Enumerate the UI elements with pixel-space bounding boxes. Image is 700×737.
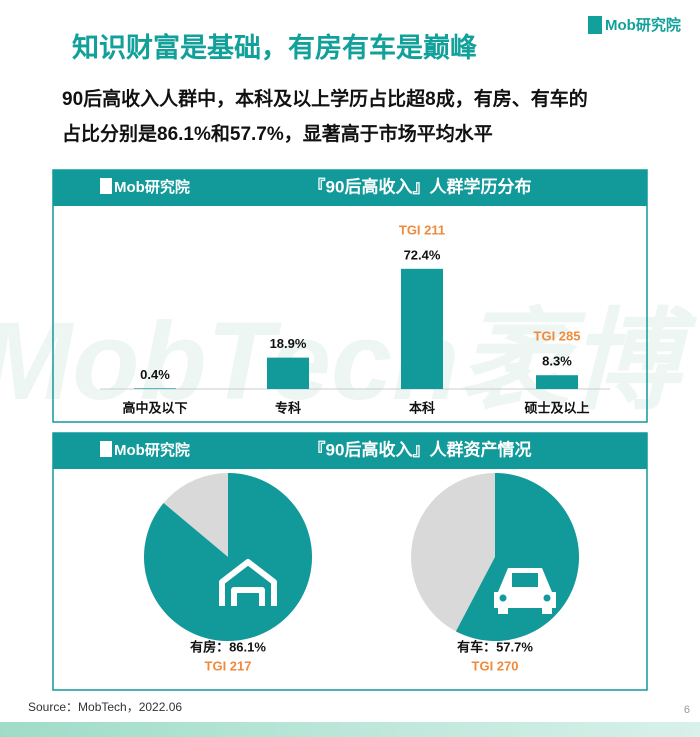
value-label: 0.4% xyxy=(140,367,170,382)
subtitle: 90后高收入人群中，本科及以上学历占比超8成，有房、有车的 xyxy=(62,87,588,110)
annotation: TGI 285 xyxy=(534,329,581,344)
watermark: MobTech袤博 xyxy=(0,300,697,423)
footer-strip xyxy=(0,722,700,737)
marks: 0.4% 高中及以下 18.9% 专科 72.4% TGI 211 本科 8.3% TGI 28… xyxy=(122,222,589,673)
x-tick-label: 硕士及以上 xyxy=(524,400,589,415)
x-tick-label: 高中及以下 xyxy=(122,400,187,415)
annotation: TGI 270 xyxy=(472,658,519,673)
annotation: TGI 211 xyxy=(399,222,445,237)
subtitle: 占比分别是86.1%和57.7%，显著高于市场平均水平 xyxy=(62,122,493,145)
logo-icon xyxy=(100,178,112,194)
value-label: 有车：57.7% xyxy=(457,639,533,654)
title: 知识财富是基础，有房有车是巅峰 xyxy=(72,32,477,63)
bar xyxy=(134,388,176,389)
logo: Mob研究院 xyxy=(114,178,190,196)
x-tick-label: 专科 xyxy=(275,400,301,415)
page-number: 6 xyxy=(684,704,690,716)
car-light xyxy=(543,594,551,602)
car-wheel xyxy=(498,606,508,614)
x-tick-label: 本科 xyxy=(409,400,435,415)
bar xyxy=(267,357,309,389)
chart-title: 『90后高收入』人群资产情况 xyxy=(309,439,532,459)
panel-header xyxy=(53,170,647,206)
value-label: 有房：86.1% xyxy=(190,639,266,654)
chart-title: 『90后高收入』人群学历分布 xyxy=(309,176,532,196)
source: Source：MobTech，2022.06 xyxy=(28,700,182,714)
annotation: TGI 217 xyxy=(205,658,252,673)
car-light xyxy=(499,594,507,602)
logo: Mob研究院 xyxy=(605,16,681,34)
icons xyxy=(219,559,556,614)
bar xyxy=(401,268,443,389)
value-label: 8.3% xyxy=(542,354,572,369)
logo-icon xyxy=(588,16,602,34)
house-icon xyxy=(219,559,277,606)
car-window xyxy=(512,573,538,587)
car-wheel xyxy=(542,606,552,614)
value-label: 18.9% xyxy=(270,336,307,351)
pie-slice xyxy=(144,473,312,641)
panel-header xyxy=(53,433,647,469)
value-label: 72.4% xyxy=(404,247,441,262)
bar xyxy=(536,375,578,389)
logo-icon xyxy=(100,441,112,457)
car-icon xyxy=(494,568,556,608)
logo: Mob研究院 xyxy=(114,441,190,459)
